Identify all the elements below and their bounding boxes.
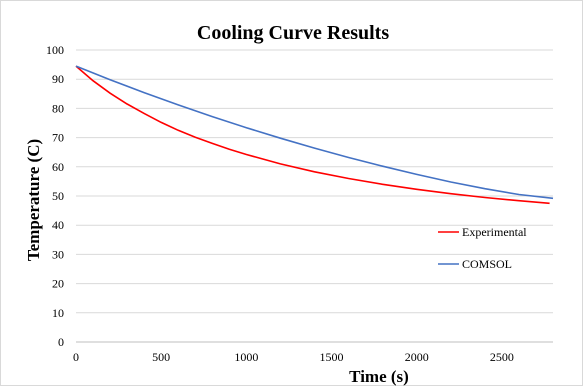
x-axis-title: Time (s)	[349, 367, 409, 386]
series-line-comsol	[75, 65, 554, 200]
y-tick-label: 10	[52, 306, 64, 320]
y-tick-label: 60	[52, 160, 64, 174]
x-tick-label: 1500	[320, 350, 344, 364]
gridlines	[76, 49, 553, 314]
y-tick-label: 90	[52, 72, 64, 86]
x-tick-labels: 0 500 1000 1500 2000 2500	[73, 350, 514, 364]
y-tick-label: 20	[52, 277, 64, 291]
chart-title: Cooling Curve Results	[197, 22, 389, 44]
legend: Experimental COMSOL	[438, 225, 527, 271]
data-series	[75, 65, 554, 205]
y-tick-label: 80	[52, 101, 64, 115]
legend-label-experimental: Experimental	[462, 225, 527, 239]
y-tick-label: 70	[52, 131, 64, 145]
x-tick-label: 0	[73, 350, 79, 364]
series-line-experimental	[75, 65, 550, 205]
x-tick-label: 2500	[490, 350, 514, 364]
x-tick-label: 1000	[234, 350, 258, 364]
legend-label-comsol: COMSOL	[462, 257, 512, 271]
y-tick-label: 30	[52, 247, 64, 261]
y-tick-label: 40	[52, 218, 64, 232]
y-tick-labels: 0 10 20 30 40 50 60 70 80 90 100	[46, 43, 64, 349]
y-tick-label: 0	[58, 335, 64, 349]
x-tick-label: 500	[152, 350, 170, 364]
y-tick-label: 100	[46, 43, 64, 57]
y-tick-label: 50	[52, 189, 64, 203]
y-axis-title: Temperature (C)	[24, 139, 43, 261]
x-tick-label: 2000	[405, 350, 429, 364]
